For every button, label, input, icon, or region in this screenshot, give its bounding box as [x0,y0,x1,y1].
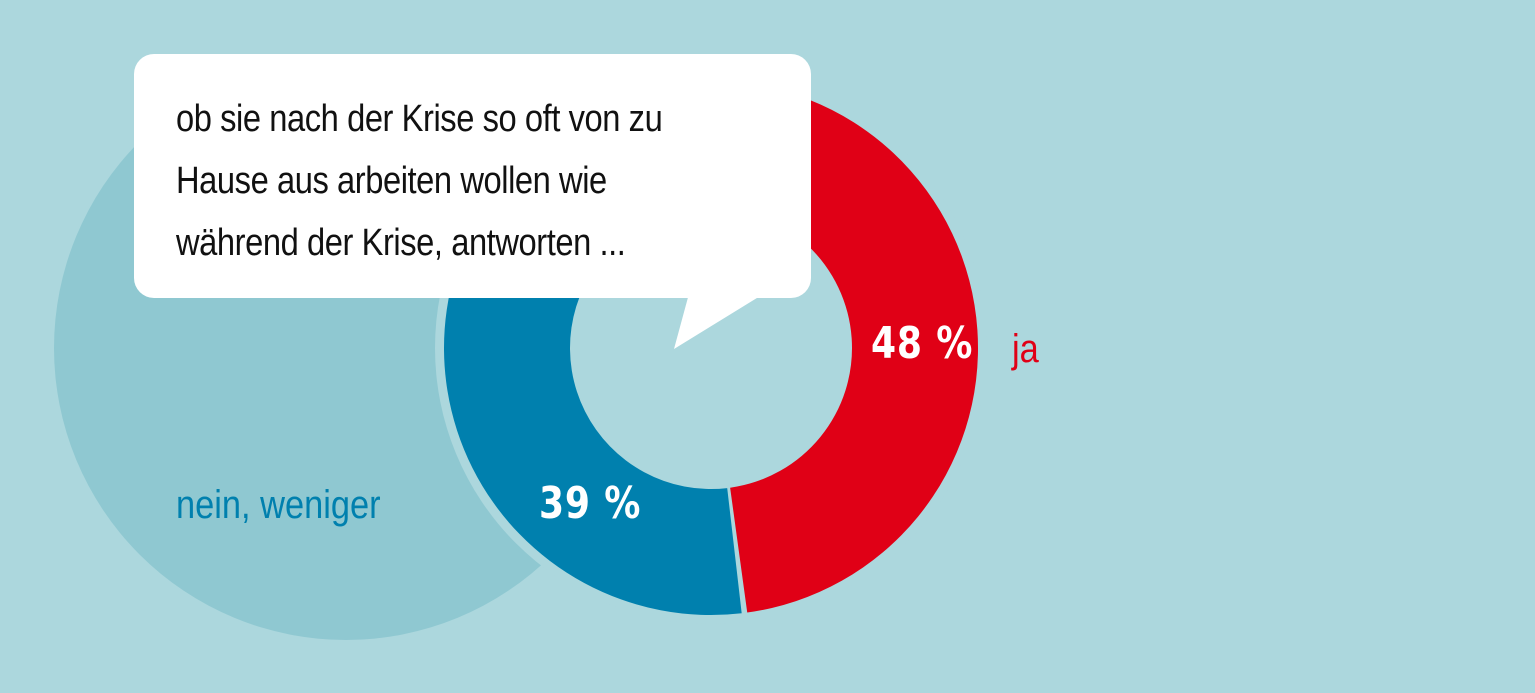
question-line-1: ob sie nach der Krise so oft von zu [176,98,663,140]
value-label-ja: 48 % [871,318,974,369]
question-line-3: während der Krise, antworten ... [176,222,626,264]
question-text: ob sie nach der Krise so oft von zu Haus… [176,88,696,274]
category-label-nein-weniger: nein, weniger [176,483,381,527]
value-label-nein-weniger: 39 % [539,478,642,529]
category-label-ja: ja [1012,327,1039,371]
speech-bubble-tail [674,290,770,349]
question-line-2: Hause aus arbeiten wollen wie [176,160,607,202]
speech-bubble: ob sie nach der Krise so oft von zu Haus… [134,54,811,298]
